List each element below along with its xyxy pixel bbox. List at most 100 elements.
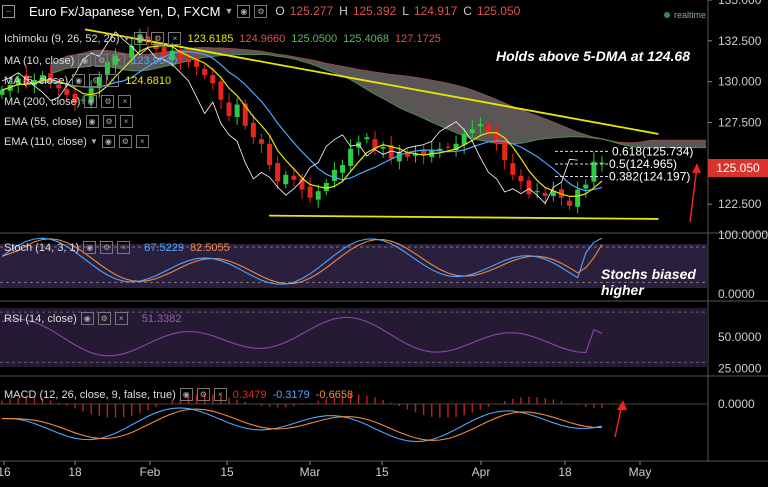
eye-icon[interactable]: ◉ bbox=[134, 32, 148, 45]
close-icon[interactable]: × bbox=[112, 54, 126, 67]
stoch-d-value: 82.5055 bbox=[189, 241, 230, 254]
ichimoku-lagging-line bbox=[1, 31, 578, 205]
ma5-value: 124.6810 bbox=[125, 74, 172, 87]
candle-body bbox=[348, 148, 354, 166]
ichimoku-value: 123.6185 bbox=[187, 32, 234, 45]
candle-body bbox=[437, 148, 443, 151]
candle-body bbox=[510, 163, 516, 175]
time-tick-label: 18 bbox=[558, 465, 572, 479]
ma5-legend[interactable]: MA (5, close) ◉ ⚙ × 124.6810 bbox=[4, 74, 171, 87]
ichimoku-cloud bbox=[50, 47, 707, 148]
ma10-legend[interactable]: MA (10, close) ◉ ⚙ × 123.9640 bbox=[4, 54, 177, 67]
price-tick-label: 135.000 bbox=[718, 0, 762, 7]
settings-icon[interactable]: ⚙ bbox=[100, 241, 114, 254]
rsi-legend[interactable]: RSI (14, close) ◉ ⚙ × 51.3382 bbox=[4, 312, 182, 325]
candle-body bbox=[494, 132, 500, 144]
candle-body bbox=[469, 129, 475, 133]
macd-name: MACD (12, 26, close, 9, false, true) bbox=[4, 388, 176, 401]
candle-body bbox=[250, 122, 256, 138]
eye-icon[interactable]: ◉ bbox=[85, 115, 99, 128]
eye-icon[interactable]: ◉ bbox=[179, 388, 193, 401]
ma5-name: MA (5, close) bbox=[4, 74, 69, 87]
ichimoku-value: 127.1725 bbox=[395, 32, 441, 45]
settings-icon[interactable]: ⚙ bbox=[89, 74, 103, 87]
price-tick-label: 132.500 bbox=[718, 34, 762, 48]
candle-body bbox=[323, 182, 329, 192]
candle-body bbox=[291, 175, 297, 180]
candle-body bbox=[591, 161, 597, 182]
symbol-title[interactable]: Euro Fx/Japanese Yen, D, FXCM bbox=[29, 3, 221, 19]
eye-icon[interactable]: ◉ bbox=[72, 74, 86, 87]
settings-icon[interactable]: ⚙ bbox=[196, 388, 210, 401]
price-tick-label: 130.000 bbox=[718, 75, 762, 89]
settings-icon[interactable]: ⚙ bbox=[97, 312, 111, 325]
candle-body bbox=[364, 137, 370, 140]
candle-body bbox=[575, 189, 581, 207]
settings-icon[interactable]: ⚙ bbox=[151, 32, 165, 45]
close-icon[interactable]: × bbox=[118, 95, 132, 108]
close-icon[interactable]: × bbox=[114, 312, 128, 325]
candle-body bbox=[56, 84, 62, 89]
open-label: O bbox=[275, 4, 285, 18]
candle-body bbox=[396, 151, 402, 162]
macd-tick-label: 0.0000 bbox=[718, 397, 755, 411]
close-icon[interactable]: × bbox=[117, 241, 131, 254]
settings-icon[interactable]: ⚙ bbox=[254, 4, 268, 18]
time-tick-label: May bbox=[629, 465, 652, 479]
ichimoku-value: 125.4068 bbox=[343, 32, 390, 45]
candle-body bbox=[218, 81, 224, 100]
fib-level-label: 0.382(124.197) bbox=[609, 169, 690, 183]
high-label: H bbox=[339, 4, 348, 18]
settings-icon[interactable]: ⚙ bbox=[95, 54, 109, 67]
close-icon[interactable]: × bbox=[213, 388, 227, 401]
ichimoku-value: 124.9660 bbox=[239, 32, 286, 45]
stoch-tick-label: 0.0000 bbox=[718, 287, 755, 301]
eye-icon[interactable]: ◉ bbox=[237, 4, 251, 18]
candle-body bbox=[169, 50, 175, 61]
settings-icon[interactable]: ⚙ bbox=[118, 135, 132, 148]
settings-icon[interactable]: ⚙ bbox=[101, 95, 115, 108]
eye-icon[interactable]: ◉ bbox=[84, 95, 98, 108]
realtime-dot-icon bbox=[664, 12, 670, 18]
candle-body bbox=[194, 59, 200, 67]
candle-body bbox=[372, 139, 378, 149]
stoch-legend[interactable]: Stoch (14, 3, 1) ◉ ⚙ × 87.5229 82.5055 bbox=[4, 241, 230, 254]
close-icon[interactable]: × bbox=[135, 135, 149, 148]
ma200-legend[interactable]: MA (200, close) ◉ ⚙ × bbox=[4, 95, 132, 108]
candle-body bbox=[388, 145, 394, 159]
close-icon[interactable]: × bbox=[106, 74, 120, 87]
trendline-lower bbox=[269, 214, 659, 220]
close-icon[interactable]: × bbox=[119, 115, 133, 128]
candle-body bbox=[567, 200, 573, 206]
candle-body bbox=[161, 47, 167, 58]
ichimoku-legend[interactable]: Ichimoku (9, 26, 52, 26) ▼ ◉ ⚙ × 123.618… bbox=[4, 32, 441, 45]
rsi-name: RSI (14, close) bbox=[4, 312, 77, 325]
collapse-icon[interactable]: − bbox=[2, 4, 15, 18]
candle-body bbox=[121, 56, 127, 59]
close-icon[interactable]: × bbox=[168, 32, 182, 45]
stoch-name: Stoch (14, 3, 1) bbox=[4, 241, 80, 254]
candle-body bbox=[72, 93, 78, 103]
ema110-legend[interactable]: EMA (110, close) ▼ ◉ ⚙ × bbox=[4, 135, 149, 148]
stoch-k-value: 87.5229 bbox=[144, 241, 184, 254]
dropdown-caret-icon[interactable]: ▼ bbox=[224, 6, 234, 16]
eye-icon[interactable]: ◉ bbox=[78, 54, 92, 67]
fib-level-label: 0.5(124.965) bbox=[609, 157, 677, 171]
eye-icon[interactable]: ◉ bbox=[101, 135, 115, 148]
dropdown-caret-icon[interactable]: ▼ bbox=[89, 137, 98, 146]
eye-icon[interactable]: ◉ bbox=[80, 312, 94, 325]
ema55-legend[interactable]: EMA (55, close) ◉ ⚙ × bbox=[4, 115, 133, 128]
macd-legend[interactable]: MACD (12, 26, close, 9, false, true) ◉ ⚙… bbox=[4, 388, 353, 401]
candle-body bbox=[242, 103, 248, 126]
candle-body bbox=[0, 89, 5, 95]
settings-icon[interactable]: ⚙ bbox=[102, 115, 116, 128]
candle-body bbox=[80, 99, 86, 101]
dropdown-caret-icon[interactable]: ▼ bbox=[122, 34, 131, 43]
eye-icon[interactable]: ◉ bbox=[83, 241, 97, 254]
candle-body bbox=[380, 147, 386, 149]
low-value: 124.917 bbox=[413, 4, 458, 18]
candle-body bbox=[226, 102, 232, 116]
price-tick-label: 122.500 bbox=[718, 197, 762, 211]
candle-body bbox=[267, 143, 273, 166]
